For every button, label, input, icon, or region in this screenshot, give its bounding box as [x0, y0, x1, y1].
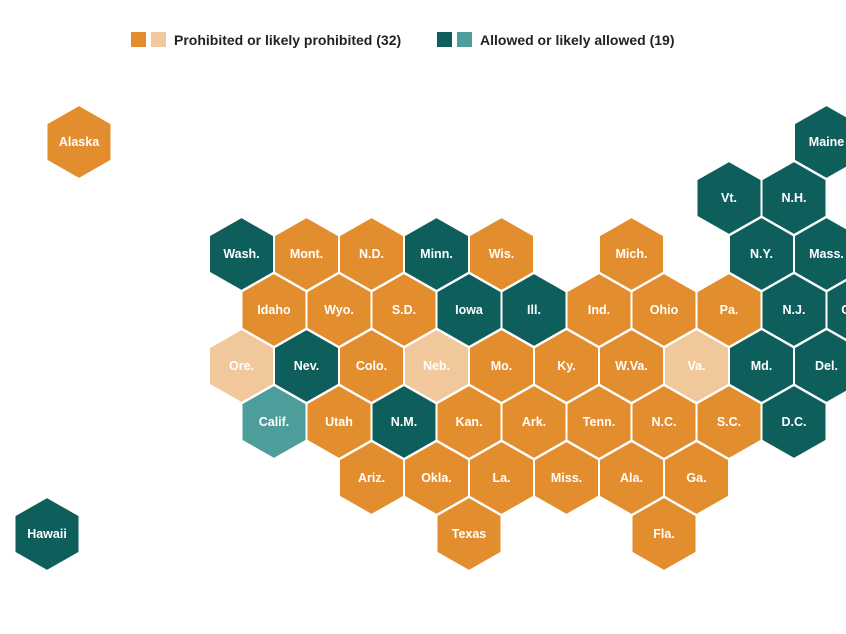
- state-hex: [825, 279, 846, 341]
- legend-label-prohibited: Prohibited or likely prohibited (32): [174, 32, 402, 48]
- legend-swatch-likely-allowed: [457, 32, 472, 47]
- legend-swatch-prohibited: [131, 32, 146, 47]
- legend-label-allowed: Allowed or likely allowed (19): [480, 32, 675, 48]
- legend-swatch-likely-prohibited: [151, 32, 166, 47]
- state-tile-alaska: Alaska: [45, 103, 113, 181]
- state-hex: [45, 103, 113, 181]
- state-hex: [760, 383, 828, 461]
- state-tile-hawaii: Hawaii: [13, 495, 81, 573]
- state-hex: [435, 495, 503, 573]
- state-hex: [630, 495, 698, 573]
- legend: Prohibited or likely prohibited (32) All…: [0, 0, 846, 80]
- legend-swatch-allowed: [437, 32, 452, 47]
- state-hex: [13, 495, 81, 573]
